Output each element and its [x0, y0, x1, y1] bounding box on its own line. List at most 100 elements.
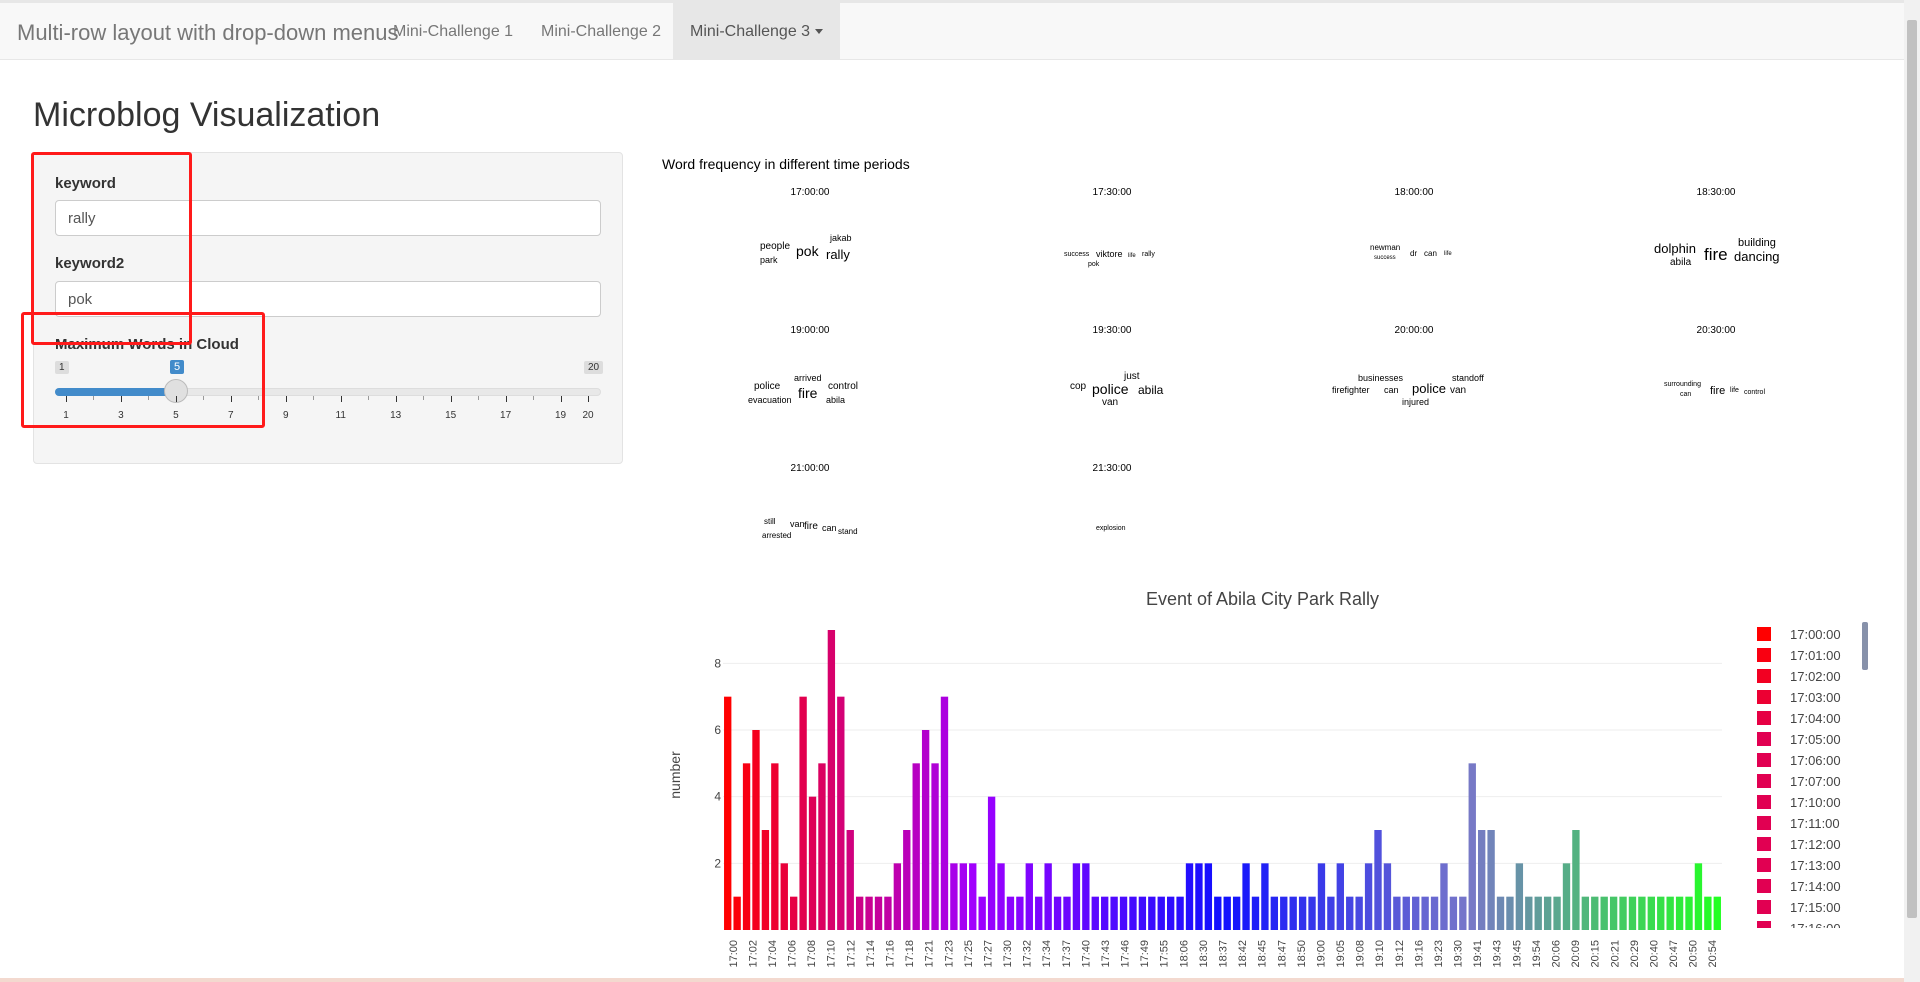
keyword2-input[interactable] [55, 281, 601, 317]
slider-tick [395, 396, 397, 402]
chart-bar [1223, 896, 1231, 930]
chart-x-tick-label: 19:43 [1492, 940, 1504, 968]
slider-tick [505, 396, 507, 402]
nav-mini-challenge-3-label: Mini-Challenge 3 [690, 23, 811, 40]
chart-bar [1336, 863, 1344, 930]
chart-x-tick-label: 19:10 [1374, 940, 1386, 968]
legend-scrollbar-thumb [1862, 622, 1868, 670]
chart-y-axis-label: number [667, 751, 683, 799]
chart-x-tick-label: 20:40 [1648, 940, 1660, 968]
slider-tick-label: 9 [283, 410, 289, 421]
slider-tick-label: 19 [554, 410, 567, 421]
chart-bar [1704, 896, 1712, 930]
chart-bar [742, 763, 751, 930]
chart-bar [761, 830, 770, 930]
chart-legend-label: 17:14:00 [1790, 879, 1841, 894]
chart-bar [1204, 863, 1213, 930]
wordcloud-word: just [1124, 371, 1140, 382]
chart-x-tick-label: 19:00 [1315, 940, 1327, 968]
keyword-label: keyword [55, 175, 116, 192]
chart-bar [1317, 863, 1326, 930]
scrollbar-thumb[interactable] [1907, 20, 1917, 918]
chart-bar [1374, 830, 1382, 930]
chart-x-tick-label: 17:12 [845, 940, 857, 968]
chart-bar [1119, 896, 1128, 930]
nav-mini-challenge-2[interactable]: Mini-Challenge 2 [541, 23, 662, 40]
wordcloud-panel-time: 17:30:00 [1092, 187, 1132, 198]
chart-bar [1412, 896, 1420, 930]
chart-bar [1091, 896, 1099, 930]
chart-x-tick-label: 17:43 [1100, 940, 1112, 968]
slider-tick [66, 396, 67, 402]
chart-x-tick-label: 17:25 [963, 940, 975, 968]
chart-x-tick-label: 18:50 [1296, 940, 1308, 968]
chart-title: Event of Abila City Park Rally [1146, 589, 1379, 609]
chart-bar [1346, 896, 1354, 930]
slider-tick [450, 396, 452, 402]
chart-bar [1298, 896, 1307, 930]
chart-bar [1025, 863, 1033, 930]
chart-bar [837, 696, 845, 930]
wordcloud-word: pok [1088, 261, 1100, 268]
navbar: Multi-row layout with drop-down menus Mi… [0, 0, 1904, 60]
chart-x-tick-label: 19:08 [1355, 940, 1367, 968]
chart-bar [884, 896, 892, 930]
chart-bar [724, 696, 732, 930]
wordcloud-word: dolphin [1654, 241, 1696, 256]
navbar-brand[interactable]: Multi-row layout with drop-down menus [17, 20, 399, 45]
chart-bar [1053, 896, 1062, 930]
chart-x-tick-label: 17:21 [924, 940, 936, 968]
chart-bar [1572, 830, 1580, 930]
slider-tick [478, 396, 480, 400]
chart-bar [1082, 863, 1090, 930]
wordcloud-word: police [1092, 381, 1129, 397]
wordcloud-panel-time: 19:00:00 [790, 325, 830, 336]
wordcloud-panel-time: 21:00:00 [790, 463, 830, 474]
chart-bar [1675, 896, 1684, 930]
chart-bar [733, 896, 741, 930]
wordcloud-word: arrived [794, 373, 822, 383]
chart-x-tick-label: 19:16 [1413, 940, 1425, 968]
keyword2-label: keyword2 [55, 255, 125, 272]
chart-bar [1713, 896, 1721, 930]
chart-legend-swatch [1757, 816, 1771, 830]
chart-x-tick-label: 19:12 [1394, 940, 1406, 968]
nav-mini-challenge-1[interactable]: Mini-Challenge 1 [393, 23, 514, 40]
chart-bar [997, 863, 1005, 930]
wordcloud-word: evacuation [748, 395, 792, 405]
slider-tick-label: 7 [228, 410, 234, 421]
chart-x-tick-label: 19:41 [1472, 940, 1484, 968]
chart-x-tick-label: 17:37 [1061, 940, 1073, 968]
chart-bar [1157, 896, 1165, 930]
wordcloud-word: still [764, 517, 776, 526]
wordcloud-word: police [1412, 381, 1446, 396]
chart-bar [1006, 896, 1015, 930]
chart-y-tick-label: 8 [714, 656, 721, 670]
keyword-input[interactable] [55, 200, 601, 236]
chart-bar [1468, 763, 1476, 930]
nav-mini-challenge-3-dropdown[interactable]: Mini-Challenge 3 [673, 3, 841, 60]
wordcloud-word: abila [1138, 383, 1164, 397]
chart-x-tick-label: 19:45 [1511, 940, 1523, 968]
wordcloud-word: can [822, 523, 837, 533]
chart-bar [1619, 896, 1627, 930]
wordcloud-word: explosion [1096, 525, 1126, 532]
chart-legend-swatch [1757, 711, 1771, 725]
chart-bar [1166, 896, 1175, 930]
chart-legend-swatch [1757, 690, 1771, 704]
slider-tick-label: 17 [500, 410, 512, 421]
slider-fill [55, 388, 177, 396]
chart-y-tick-label: 4 [714, 790, 721, 804]
chart-x-tick-label: 17:10 [826, 940, 838, 968]
chart-bar [1647, 896, 1655, 930]
chart-x-tick-label: 20:15 [1590, 940, 1602, 968]
wordcloud-word: fire [1710, 385, 1726, 397]
chart-bar [1327, 896, 1335, 930]
slider-tick [203, 396, 205, 400]
chart-bar [903, 830, 911, 930]
chart-bar [1402, 896, 1410, 930]
chart-bar [1355, 896, 1363, 930]
chart-legend-label: 17:02:00 [1790, 669, 1841, 684]
legend-clip-mask [1750, 928, 1880, 978]
chart-bar [1364, 863, 1373, 930]
